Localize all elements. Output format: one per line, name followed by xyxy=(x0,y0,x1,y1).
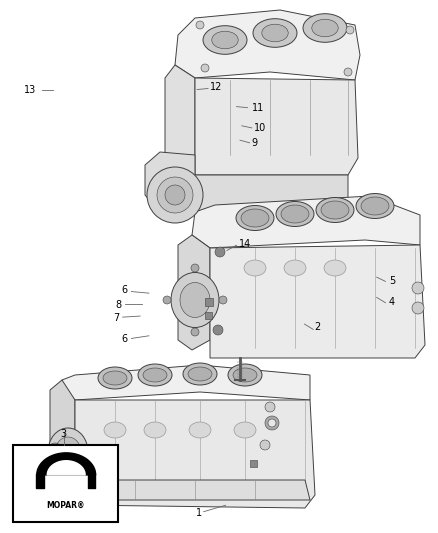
Ellipse shape xyxy=(183,363,217,385)
FancyBboxPatch shape xyxy=(13,445,118,522)
Ellipse shape xyxy=(324,260,346,276)
Ellipse shape xyxy=(171,272,219,327)
Circle shape xyxy=(147,167,203,223)
Polygon shape xyxy=(75,400,315,508)
Text: MOPAR®: MOPAR® xyxy=(46,501,85,510)
Circle shape xyxy=(165,185,185,205)
Circle shape xyxy=(265,402,275,412)
Circle shape xyxy=(213,325,223,335)
Ellipse shape xyxy=(48,428,88,476)
Ellipse shape xyxy=(253,19,297,47)
Polygon shape xyxy=(50,380,75,490)
Ellipse shape xyxy=(98,367,132,389)
Text: 2: 2 xyxy=(314,322,321,332)
Ellipse shape xyxy=(233,368,257,382)
Ellipse shape xyxy=(316,198,354,222)
Text: 14: 14 xyxy=(239,239,251,249)
Text: 10: 10 xyxy=(254,123,266,133)
Ellipse shape xyxy=(321,201,349,219)
Text: 7: 7 xyxy=(113,313,119,322)
Text: 8: 8 xyxy=(115,300,121,310)
Polygon shape xyxy=(75,480,310,500)
Circle shape xyxy=(412,302,424,314)
Circle shape xyxy=(412,282,424,294)
Ellipse shape xyxy=(284,260,306,276)
Polygon shape xyxy=(145,152,348,215)
Ellipse shape xyxy=(212,31,238,49)
Ellipse shape xyxy=(55,437,81,467)
Ellipse shape xyxy=(361,197,389,215)
Text: 13: 13 xyxy=(24,85,36,94)
Polygon shape xyxy=(192,196,420,248)
Ellipse shape xyxy=(312,19,338,37)
Polygon shape xyxy=(62,365,310,400)
Text: 1: 1 xyxy=(196,508,202,518)
Text: 12: 12 xyxy=(210,83,223,92)
Bar xyxy=(205,312,212,319)
Ellipse shape xyxy=(244,260,266,276)
Ellipse shape xyxy=(138,364,172,386)
Circle shape xyxy=(260,440,270,450)
Text: 11: 11 xyxy=(252,103,264,112)
Ellipse shape xyxy=(203,26,247,54)
Ellipse shape xyxy=(262,24,288,42)
Ellipse shape xyxy=(241,209,269,227)
Ellipse shape xyxy=(144,422,166,438)
Text: 4: 4 xyxy=(389,297,395,306)
Text: 3: 3 xyxy=(60,430,67,439)
Circle shape xyxy=(48,443,62,457)
Polygon shape xyxy=(165,65,195,168)
Ellipse shape xyxy=(143,368,167,382)
Ellipse shape xyxy=(180,282,210,318)
Circle shape xyxy=(191,264,199,272)
Circle shape xyxy=(201,64,209,72)
Polygon shape xyxy=(178,235,210,350)
Ellipse shape xyxy=(228,364,262,386)
Text: 6: 6 xyxy=(122,334,128,344)
Text: 9: 9 xyxy=(252,138,258,148)
Bar xyxy=(205,298,213,306)
Ellipse shape xyxy=(303,14,347,42)
Ellipse shape xyxy=(189,422,211,438)
Polygon shape xyxy=(210,245,425,358)
Circle shape xyxy=(215,247,225,257)
Ellipse shape xyxy=(234,422,256,438)
Polygon shape xyxy=(175,10,360,80)
Text: 6: 6 xyxy=(122,286,128,295)
Circle shape xyxy=(196,21,204,29)
Circle shape xyxy=(219,296,227,304)
Ellipse shape xyxy=(356,193,394,219)
Ellipse shape xyxy=(188,367,212,381)
Circle shape xyxy=(163,296,171,304)
Ellipse shape xyxy=(236,206,274,230)
Circle shape xyxy=(157,177,193,213)
Circle shape xyxy=(191,328,199,336)
Bar xyxy=(250,460,257,467)
Circle shape xyxy=(344,68,352,76)
Text: 5: 5 xyxy=(389,276,395,286)
Ellipse shape xyxy=(103,371,127,385)
Ellipse shape xyxy=(276,201,314,227)
Polygon shape xyxy=(195,78,358,175)
Circle shape xyxy=(346,26,354,34)
Ellipse shape xyxy=(104,422,126,438)
Ellipse shape xyxy=(281,205,309,223)
